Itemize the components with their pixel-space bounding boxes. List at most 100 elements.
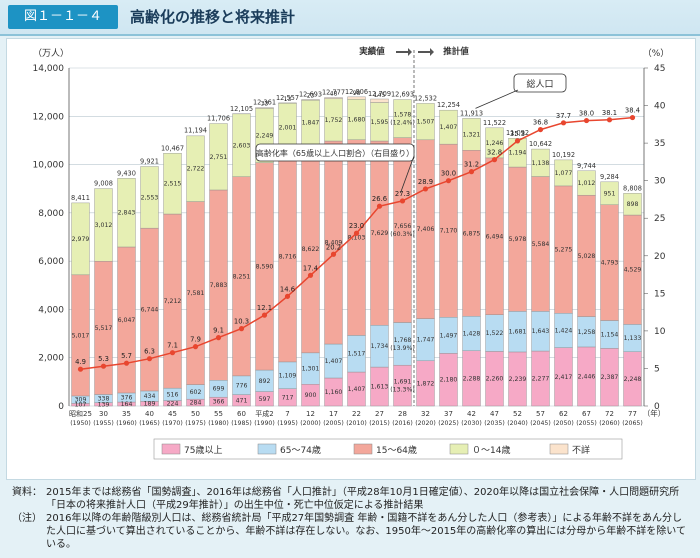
bar-label-0-14: 1,077 <box>555 170 573 177</box>
x-tick-label-year: (2045) <box>530 420 551 427</box>
line-point-label: 5.3 <box>98 355 109 363</box>
bar-segment-0-14 <box>117 178 136 248</box>
bar-total-label: 12,532 <box>414 94 437 102</box>
bar-label-65-74: 1,424 <box>555 327 573 334</box>
line-point-label: 5.7 <box>121 352 132 360</box>
bar-segment-unknown <box>255 107 274 109</box>
x-tick-label-era: 22 <box>352 410 361 418</box>
line-point-label: 38.1 <box>602 109 617 117</box>
bar-segment-unknown <box>324 97 343 99</box>
bar-total-label: 12,693 <box>391 91 414 99</box>
x-tick-label-year: (2025) <box>438 420 459 427</box>
bar-label-0-14: 2,979 <box>72 236 90 243</box>
bar-total-label: 11,706 <box>207 114 230 122</box>
line-point <box>376 203 383 209</box>
x-tick-label-era: 60 <box>237 410 246 418</box>
figure-label: 図１－１－４ <box>8 5 118 29</box>
bar-label-75plus: (13.3%) <box>390 387 414 394</box>
bar-label-15-64: 7,656 <box>394 223 412 230</box>
bar-label-65-74: 1,258 <box>578 329 596 336</box>
bar-total-label: 12,254 <box>437 101 460 109</box>
bar-label-75plus: 164 <box>121 401 133 408</box>
bar-total-label: 10,642 <box>529 140 552 148</box>
bar-segment-0-14 <box>186 135 205 202</box>
note-text: 2016年以降の年齢階級別人口は、総務省統計局「平成27年国勢調査 年齢・国籍不… <box>46 513 686 550</box>
bar-label-75plus: 2,180 <box>440 377 458 384</box>
bar-segment-0-14 <box>439 109 458 145</box>
x-tick-label-era: 7 <box>285 410 289 418</box>
bar-label-75plus: 2,387 <box>601 374 619 381</box>
bar-label-15-64: 6,875 <box>463 230 481 237</box>
bar-label-65-74: 1,428 <box>463 331 481 338</box>
x-tick-label-year: (2005) <box>323 420 344 427</box>
y-tick-label-left: 8,000 <box>38 209 64 219</box>
x-tick-label-era: 37 <box>444 410 453 418</box>
x-tick-label-era: 67 <box>582 410 591 418</box>
x-tick-label-year: (1965) <box>139 420 160 427</box>
y-tick-label-right: 15 <box>654 289 665 299</box>
line-point-label: 31.2 <box>464 161 479 169</box>
bar-total-label: 12,806 <box>345 88 368 96</box>
x-tick-label-year: (2015) <box>369 420 390 427</box>
bar-segment-0-14 <box>94 188 113 262</box>
y-tick-label-right: 10 <box>654 327 666 337</box>
bar-label-65-74: 1,497 <box>440 332 458 339</box>
bar-label-65-74: 1,154 <box>601 331 619 338</box>
bar-label-65-74: 1,643 <box>532 328 550 335</box>
line-point-label: 30.0 <box>441 170 456 178</box>
bar-label-0-14: 1,194 <box>509 150 527 157</box>
line-point-label: 12.1 <box>257 304 272 312</box>
y-axis-label-right: （%） <box>643 48 670 59</box>
bar-label-75plus: 139 <box>98 401 110 408</box>
line-point <box>629 114 636 121</box>
bar-label-0-14: 1,246 <box>486 140 504 147</box>
label-projected: 推計値 <box>443 46 469 57</box>
bar-segment-0-14 <box>577 170 596 196</box>
callout-rate-box <box>255 143 415 162</box>
line-point <box>445 178 452 184</box>
bar-label-65-74: 1,734 <box>371 343 389 350</box>
bar-label-15-64: 7,629 <box>371 230 389 237</box>
bar-label-65-74: 1,517 <box>348 351 366 358</box>
x-tick-label-year: (2000) <box>300 420 321 427</box>
bar-label-0-14: 1,847 <box>302 119 320 126</box>
x-tick-label-year: (1975) <box>185 420 206 427</box>
bar-segment-0-14 <box>554 159 573 187</box>
legend-swatch <box>161 443 181 455</box>
bar-label-0-14: 1,012 <box>578 180 596 187</box>
x-tick-label-year: (1985) <box>231 420 252 427</box>
bar-total-label: 12,361 <box>253 99 276 107</box>
x-tick-label-era: 平成2 <box>255 409 273 418</box>
y-tick-label-right: 20 <box>654 252 666 262</box>
bar-segment-0-14 <box>209 123 228 191</box>
bar-label-unknown: 98 <box>353 90 361 97</box>
line-point <box>468 169 475 175</box>
bar-total-label: 10,192 <box>552 151 575 159</box>
line-point-label: 27.3 <box>395 190 410 198</box>
bar-label-15-64: 7,406 <box>417 226 435 233</box>
bar-label-75plus: 597 <box>259 396 271 403</box>
bar-label-75plus: 1,613 <box>371 384 389 391</box>
bar-label-65-74: 699 <box>213 386 225 393</box>
bar-total-label: 11,913 <box>460 109 483 117</box>
x-tick-label-era: 35 <box>122 410 131 418</box>
bar-label-65-74: 892 <box>259 378 271 385</box>
bar-label-15-64: 5,978 <box>509 236 527 243</box>
x-tick-label-era: 77 <box>628 410 637 418</box>
x-tick-label-era: 32 <box>421 410 430 418</box>
line-point <box>491 157 498 163</box>
bar-label-75plus: 2,248 <box>624 376 642 383</box>
x-tick-label-era: 40 <box>145 410 154 418</box>
x-tick-label-era: 62 <box>559 410 568 418</box>
bar-total-label: 12,709 <box>368 90 391 98</box>
bar-label-0-14: 1,407 <box>440 124 458 131</box>
bar-label-65-74: 1,301 <box>302 366 320 373</box>
line-point <box>284 293 291 299</box>
chart: 0 2,000 4,000 6,000 8,000 10,000 12,000 14,000 0… <box>33 46 670 460</box>
bar-label-65-74: 602 <box>190 389 202 396</box>
bar-label-65-74: 1,681 <box>509 329 527 336</box>
bar-label-65-74: 309 <box>75 397 87 404</box>
bar-label-75plus: 2,288 <box>463 375 481 382</box>
x-tick-label-year: (2035) <box>484 420 505 427</box>
bar-label-75plus: 1,872 <box>417 380 435 387</box>
